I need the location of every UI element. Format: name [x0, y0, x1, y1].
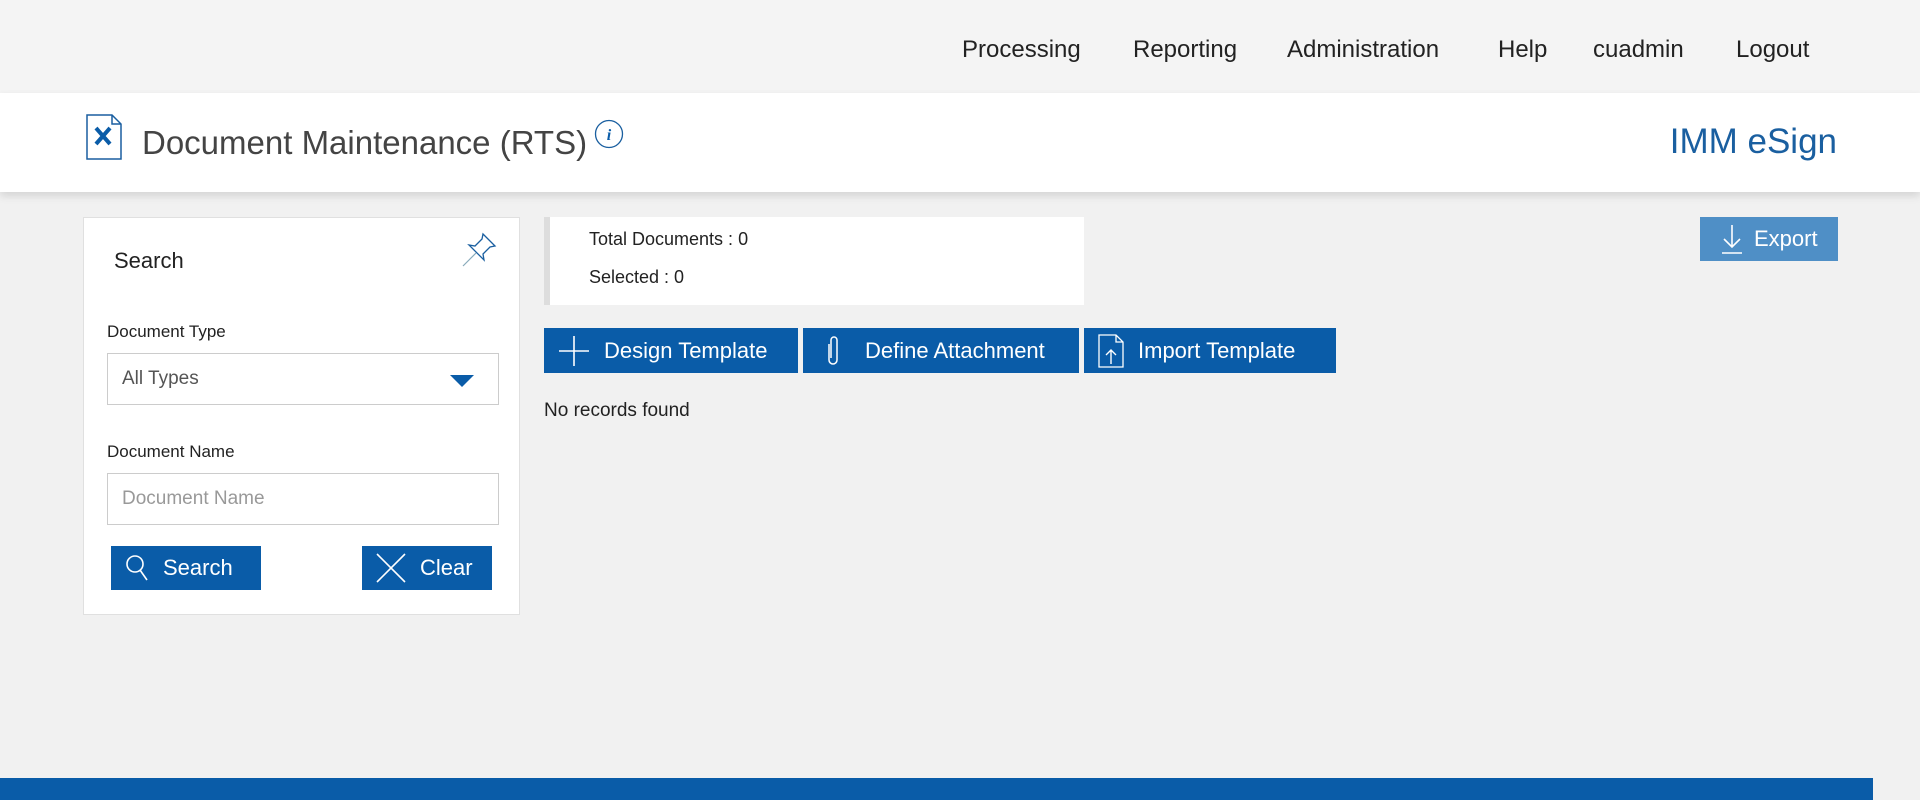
import-template-label: Import Template	[1138, 337, 1296, 363]
page-header	[0, 93, 1920, 192]
file-upload-icon	[1098, 333, 1124, 368]
document-type-value: All Types	[122, 368, 199, 389]
footer-bar	[0, 778, 1873, 800]
define-attachment-label: Define Attachment	[865, 337, 1045, 363]
clear-button-label: Clear	[420, 555, 473, 580]
total-documents: Total Documents : 0	[589, 229, 749, 249]
search-button[interactable]: Search	[111, 546, 261, 590]
chevron-down-icon	[450, 375, 474, 387]
search-icon	[126, 555, 148, 581]
brand-name: IMM eSign	[1669, 122, 1837, 161]
plus-icon	[559, 335, 589, 366]
download-icon	[1722, 225, 1742, 254]
info-icon[interactable]: i	[594, 119, 624, 154]
nav-help[interactable]: Help	[1498, 36, 1548, 63]
search-panel-title: Search	[114, 248, 184, 273]
top-navigation: Processing Reporting Administration Help…	[0, 0, 1920, 93]
nav-logout[interactable]: Logout	[1736, 36, 1810, 63]
clear-button[interactable]: Clear	[362, 546, 492, 590]
document-type-select[interactable]: All Types	[107, 353, 499, 405]
paperclip-icon	[828, 335, 838, 365]
document-type-label: Document Type	[107, 322, 226, 341]
page-title: Document Maintenance (RTS)	[142, 124, 588, 161]
pin-icon[interactable]	[459, 230, 499, 275]
selected-count: Selected : 0	[589, 267, 685, 287]
nav-processing[interactable]: Processing	[962, 36, 1081, 63]
document-name-input[interactable]	[107, 473, 499, 525]
totals-summary: Total Documents : 0 Selected : 0	[544, 217, 1084, 305]
export-button-label: Export	[1754, 226, 1818, 251]
empty-message: No records found	[544, 400, 690, 421]
nav-reporting[interactable]: Reporting	[1133, 36, 1238, 63]
design-template-button[interactable]: Design Template	[544, 328, 798, 373]
search-panel: Search Document Type All Types Document …	[83, 217, 520, 615]
design-template-label: Design Template	[604, 337, 768, 363]
search-button-label: Search	[163, 555, 233, 580]
document-name-label: Document Name	[107, 442, 235, 461]
define-attachment-button[interactable]: Define Attachment	[803, 328, 1079, 373]
document-tools-icon	[86, 114, 122, 165]
export-button[interactable]: Export	[1700, 217, 1838, 261]
nav-user[interactable]: cuadmin	[1593, 36, 1684, 63]
svg-text:i: i	[607, 127, 612, 144]
close-icon	[376, 553, 406, 583]
nav-administration[interactable]: Administration	[1287, 36, 1440, 63]
import-template-button[interactable]: Import Template	[1084, 328, 1336, 373]
